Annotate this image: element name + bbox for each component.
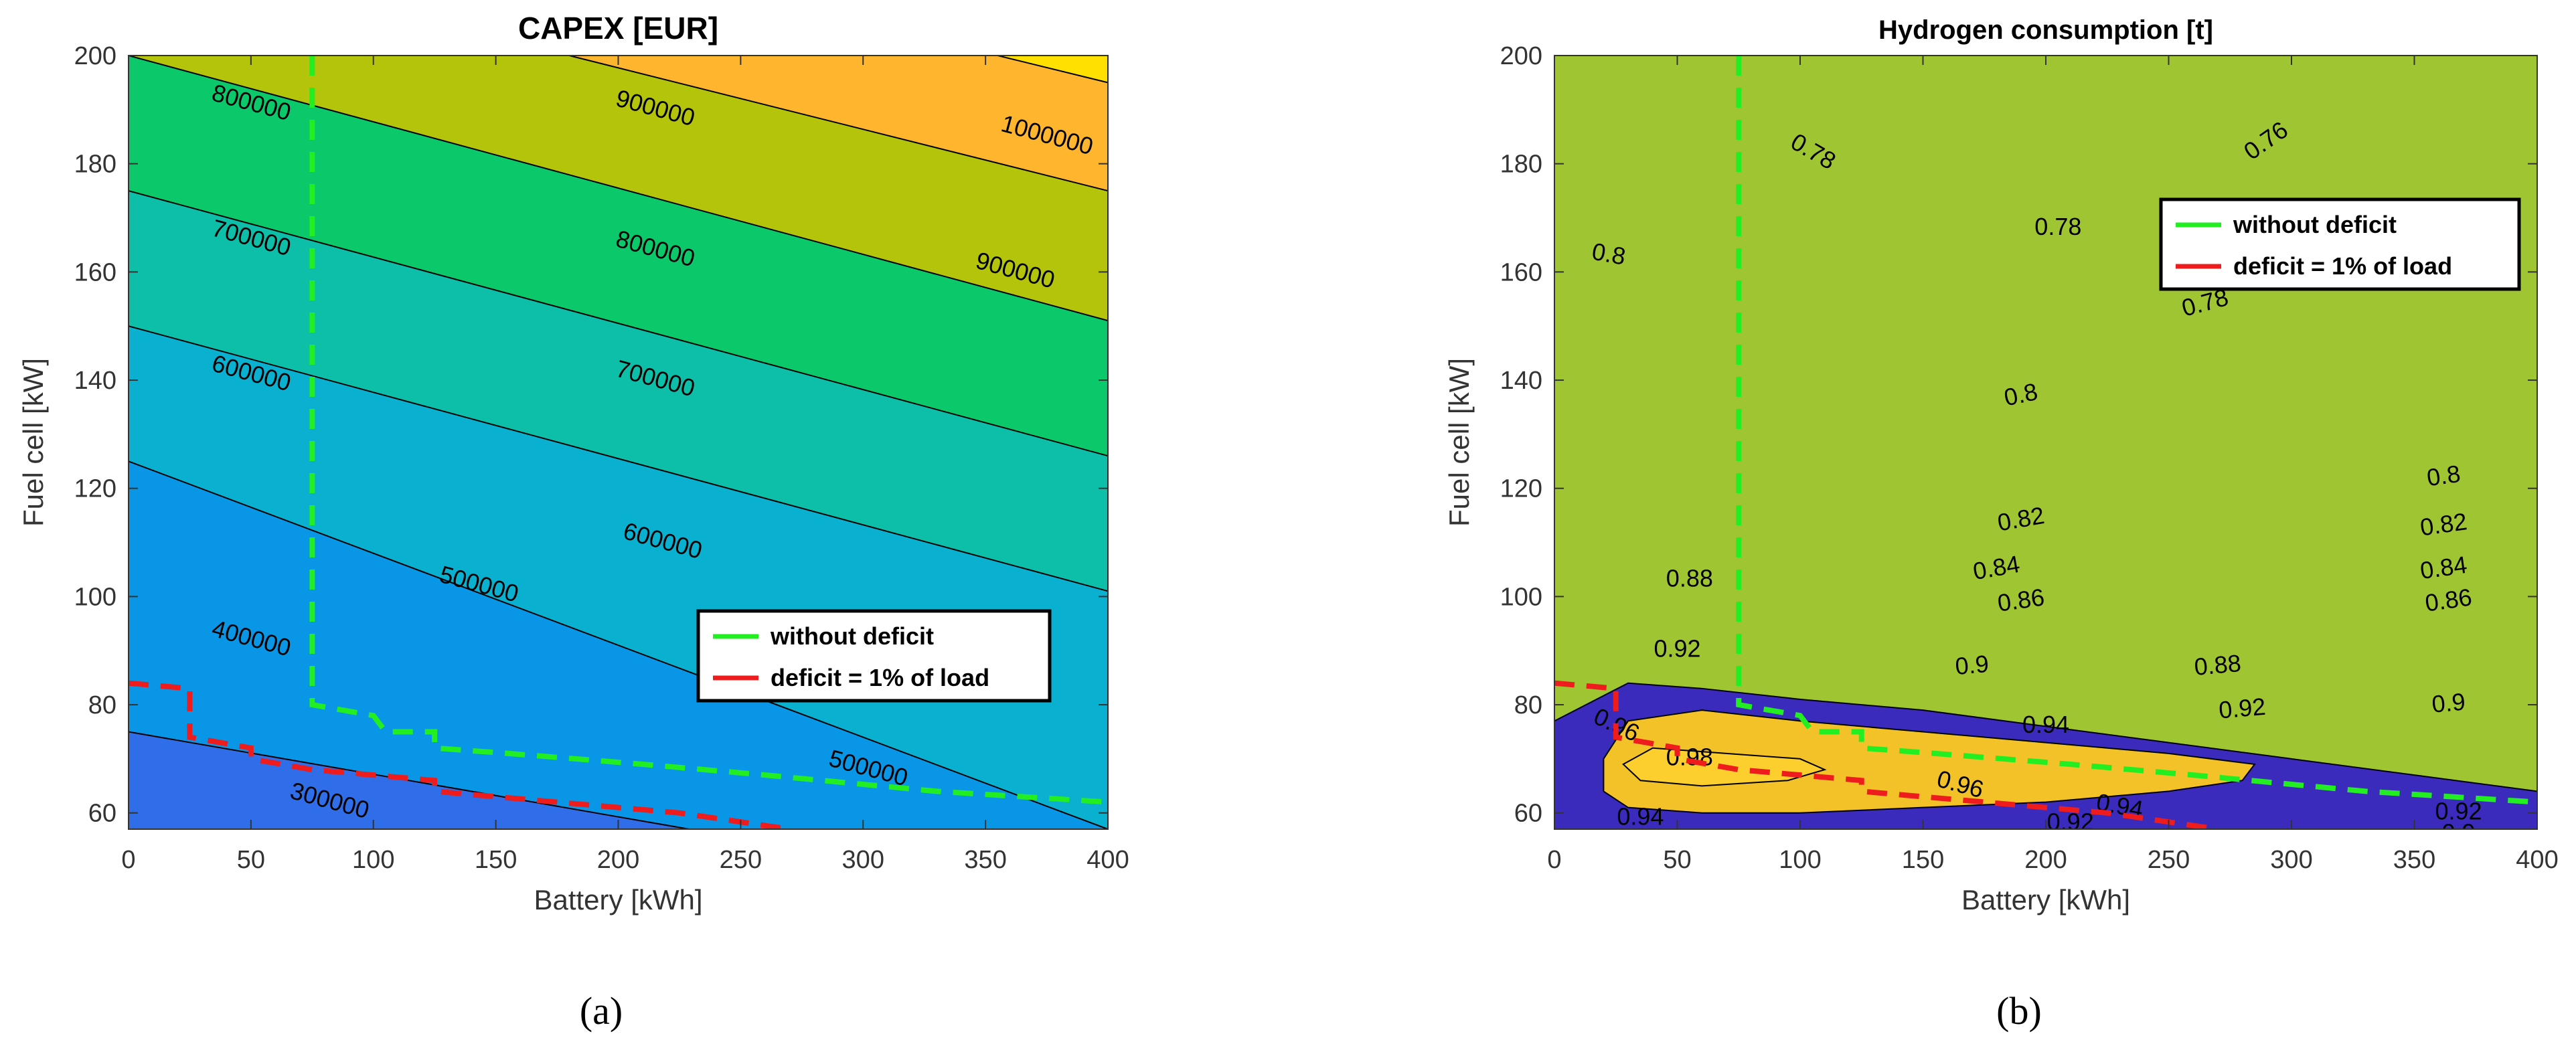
x-tick-label: 300 bbox=[842, 846, 884, 874]
contour-line bbox=[129, 190, 1108, 457]
x-tick-label: 400 bbox=[1086, 846, 1129, 874]
contour-label: 0.92 bbox=[1654, 635, 1700, 663]
x-tick-label: 250 bbox=[720, 846, 762, 874]
legend-box bbox=[2159, 197, 2521, 291]
legend: without deficit deficit = 1% of load bbox=[696, 609, 1052, 703]
contour-label: 0.94 bbox=[2022, 711, 2069, 738]
contour-island bbox=[1603, 709, 2256, 814]
contour-region bbox=[129, 56, 1108, 191]
legend-entry: without deficit bbox=[770, 622, 934, 650]
contour-label: 0.8 bbox=[2002, 377, 2040, 412]
legend-entry: deficit = 1% of load bbox=[2233, 252, 2452, 280]
x-axis-label: Battery [kWh] bbox=[534, 884, 702, 915]
y-tick-label: 80 bbox=[1514, 691, 1542, 719]
x-tick-label: 200 bbox=[2024, 846, 2067, 874]
plot-area: 0.78 0.760.780.80.780.80.80.82 0.820.84 0.8… bbox=[1554, 56, 2537, 847]
x-tick-label: 0 bbox=[1547, 846, 1561, 874]
chart-title: Hydrogen consumption [t] bbox=[1878, 15, 2213, 45]
contour-label: 0.9 bbox=[2442, 819, 2476, 847]
y-tick-label: 160 bbox=[74, 258, 116, 286]
contour-line bbox=[129, 325, 1108, 592]
contour-label: 0.8 bbox=[1590, 238, 1627, 270]
x-tick-label: 250 bbox=[2148, 846, 2190, 874]
legend: without deficit deficit = 1% of load bbox=[2159, 197, 2521, 291]
y-tick-label: 180 bbox=[74, 151, 116, 179]
series-line bbox=[129, 680, 791, 829]
x-tick-label: 300 bbox=[2270, 846, 2312, 874]
y-tick-label: 200 bbox=[1500, 42, 1542, 70]
y-axis-label: Fuel cell [kW] bbox=[1443, 358, 1475, 527]
y-tick-label: 100 bbox=[1500, 583, 1542, 611]
x-tick-label: 50 bbox=[237, 846, 265, 874]
contour-label: 0.86 bbox=[2423, 583, 2474, 616]
contour-line bbox=[129, 460, 1108, 829]
x-tick-label: 200 bbox=[597, 846, 639, 874]
chart-title: CAPEX [EUR] bbox=[518, 11, 718, 46]
y-tick-label: 120 bbox=[74, 475, 116, 503]
contour-label: 0.88 bbox=[1666, 565, 1713, 592]
x-tick-label: 350 bbox=[964, 846, 1006, 874]
x-tick-label: 350 bbox=[2393, 846, 2435, 874]
contour-label: 0.9 bbox=[1954, 650, 1990, 680]
legend-entry: deficit = 1% of load bbox=[771, 664, 989, 691]
x-tick-label: 100 bbox=[1779, 846, 1821, 874]
panel-caption: (a) bbox=[580, 989, 623, 1033]
y-tick-label: 80 bbox=[88, 691, 116, 719]
x-tick-label: 100 bbox=[352, 846, 394, 874]
contour-label: 0.84 bbox=[2419, 551, 2469, 584]
y-tick-label: 140 bbox=[1500, 367, 1542, 395]
contour-line bbox=[997, 56, 1108, 84]
y-tick-label: 180 bbox=[1500, 151, 1542, 179]
contour-label: 0.9 bbox=[2431, 687, 2466, 717]
contour-label: 0.92 bbox=[2435, 797, 2482, 824]
panel-caption: (b) bbox=[1996, 989, 2042, 1033]
x-tick-label: 150 bbox=[1902, 846, 1944, 874]
y-tick-label: 200 bbox=[74, 42, 116, 70]
y-tick-label: 60 bbox=[1514, 800, 1542, 828]
contour-label: 0.8 bbox=[2425, 460, 2462, 492]
y-axis-label: Fuel cell [kW] bbox=[17, 358, 49, 527]
contour-label: 0.88 bbox=[2193, 649, 2242, 681]
legend-entry: without deficit bbox=[2233, 211, 2397, 238]
contour-label: 0.82 bbox=[2419, 507, 2469, 541]
contour-line bbox=[569, 56, 1108, 192]
legend-box bbox=[696, 609, 1052, 703]
contour-label: 0.94 bbox=[1617, 802, 1664, 830]
y-tick-label: 100 bbox=[74, 583, 116, 611]
x-tick-label: 0 bbox=[121, 846, 135, 874]
y-tick-label: 140 bbox=[74, 367, 116, 395]
y-tick-label: 120 bbox=[1500, 475, 1542, 503]
y-tick-label: 160 bbox=[1500, 258, 1542, 286]
contour-line bbox=[129, 56, 1108, 322]
x-tick-label: 50 bbox=[1663, 846, 1691, 874]
series-line bbox=[1736, 56, 2537, 805]
x-tick-label: 400 bbox=[2516, 846, 2558, 874]
contour-line bbox=[129, 731, 690, 829]
contour-label: 0.78 bbox=[2034, 213, 2081, 240]
contour-label: 0.86 bbox=[1996, 583, 2046, 616]
x-tick-label: 150 bbox=[475, 846, 517, 874]
series-line bbox=[1554, 680, 2219, 829]
x-axis-label: Battery [kWh] bbox=[1961, 884, 2130, 915]
series-line bbox=[309, 56, 1108, 805]
contour-label: 0.92 bbox=[2218, 693, 2267, 724]
chart-panel-b: 0.78 0.760.780.80.780.80.80.82 0.820.84 0.8… bbox=[1443, 15, 2559, 1033]
contour-line bbox=[1554, 682, 2537, 792]
y-tick-label: 60 bbox=[88, 800, 116, 828]
